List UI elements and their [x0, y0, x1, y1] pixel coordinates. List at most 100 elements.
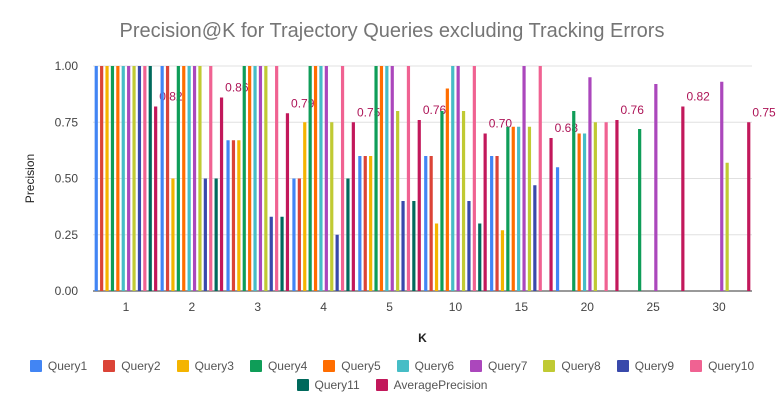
bar-query7 [258, 66, 263, 291]
bar-query10 [275, 66, 279, 291]
bar-query9 [269, 216, 273, 291]
bar-averageprecision [219, 97, 224, 291]
data-label: 0.75 [752, 105, 776, 119]
legend-label: Query2 [121, 359, 161, 373]
bar-query10 [143, 66, 147, 291]
bar-query5 [248, 66, 252, 291]
bar-query9 [335, 234, 339, 291]
bar-query2 [165, 66, 170, 291]
x-tick-label: 3 [254, 300, 261, 314]
bar-query7 [588, 77, 592, 291]
bar-query7 [720, 81, 724, 291]
legend-label: Query5 [341, 359, 381, 373]
legend-item: Query9 [616, 359, 675, 373]
legend-row-1: Query1 Query2 Query3 Query4 Query5 Query6 Quer… [0, 359, 784, 373]
bar-query1 [555, 167, 560, 291]
bar-query10 [340, 66, 345, 291]
bar-query6 [253, 66, 257, 291]
bar-averageprecision [154, 106, 158, 291]
bar-query3 [369, 156, 373, 291]
bar-query3 [105, 66, 109, 291]
bar-query6 [121, 66, 125, 291]
bar-query3 [303, 122, 307, 291]
bar-query6 [582, 133, 587, 291]
bar-query1 [226, 140, 230, 291]
bar-query8 [461, 111, 466, 291]
bar-query6 [187, 66, 191, 291]
bar-averageprecision [351, 122, 355, 291]
bar-query8 [396, 111, 400, 291]
x-tick-label: 4 [320, 300, 327, 314]
x-tick-label: 30 [712, 300, 726, 314]
legend-row-2: Query11 AveragePrecision [0, 378, 784, 392]
bar-query11 [148, 66, 152, 291]
bar-averageprecision [747, 122, 751, 291]
legend-item: Query2 [103, 359, 161, 373]
bar-query2 [297, 178, 301, 291]
legend-item: Query6 [396, 359, 455, 373]
legend-label: Query1 [47, 359, 88, 373]
bar-query7 [456, 66, 460, 291]
bar-averageprecision [417, 120, 421, 291]
bar-query3 [500, 230, 505, 291]
data-label: 0.82 [686, 90, 710, 104]
x-tick-label: 10 [449, 300, 463, 314]
legend-label: AveragePrecision [393, 378, 488, 392]
bar-query3 [237, 140, 241, 291]
bar-query1 [94, 66, 98, 291]
x-tick-label: 20 [581, 300, 595, 314]
bar-query9 [203, 178, 207, 291]
legend-swatch [375, 379, 388, 391]
bar-query4 [572, 111, 576, 291]
bar-query1 [292, 178, 296, 291]
bar-query5 [445, 88, 449, 291]
bar-query10 [209, 66, 213, 291]
bar-query4 [374, 66, 378, 291]
bar-query4 [308, 66, 312, 291]
bar-query11 [412, 201, 416, 291]
bar-query7 [192, 66, 197, 291]
bar-query8 [593, 122, 597, 291]
bar-query3 [171, 178, 175, 291]
bar-query10 [604, 122, 608, 291]
bar-query9 [467, 201, 471, 291]
bar-query4 [638, 129, 642, 291]
legend-swatch [249, 360, 262, 372]
bar-query7 [127, 66, 131, 291]
bar-query5 [577, 133, 581, 291]
bar-query11 [478, 223, 482, 291]
data-label: 0.76 [621, 103, 645, 117]
y-tick-label: 0.75 [55, 115, 79, 129]
legend-label: Query9 [634, 359, 675, 373]
bar-query2 [363, 156, 367, 291]
legend-item: Query7 [470, 359, 527, 373]
bar-query9 [401, 201, 405, 291]
bar-query10 [538, 66, 542, 291]
bar-query6 [319, 66, 323, 291]
x-tick-label: 5 [386, 300, 393, 314]
bar-query5 [511, 126, 515, 291]
chart-title: Precision@K for Trajectory Queries exclu… [119, 20, 665, 42]
legend-item: Query3 [176, 359, 234, 373]
bar-query7 [522, 66, 526, 291]
x-tick-label: 1 [123, 300, 130, 314]
legend-swatch [296, 379, 309, 391]
y-tick-label: 1.00 [55, 59, 79, 73]
legend-item: Query10 [690, 359, 754, 373]
bar-query5 [379, 66, 384, 291]
bar-averageprecision [615, 120, 619, 291]
x-tick-label: 2 [189, 300, 196, 314]
bar-query4 [440, 111, 444, 291]
legend-label: Query6 [414, 359, 455, 373]
bar-query6 [517, 126, 521, 291]
bar-averageprecision [285, 113, 290, 291]
legend-swatch [470, 360, 483, 372]
bar-query4 [506, 126, 510, 291]
legend-swatch [616, 360, 629, 372]
x-tick-label: 25 [646, 300, 660, 314]
bar-query8 [330, 122, 334, 291]
legend-swatch [396, 360, 409, 372]
legend-swatch [176, 360, 189, 372]
